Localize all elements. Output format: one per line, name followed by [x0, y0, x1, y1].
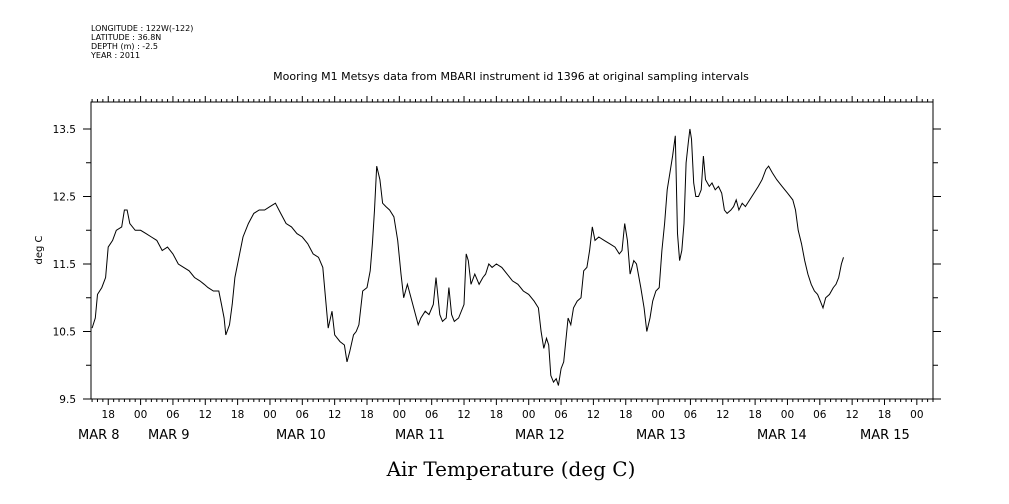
metadata-block: LONGITUDE : 122W(-122) LATITUDE : 36.8N …: [90, 24, 193, 60]
x-axis-labels: 18 00 06 12 18 00 06 12 18 00 06 12 18 00 06 12 18 00 06 12…: [78, 409, 924, 443]
x-day-label: MAR 15: [860, 428, 910, 443]
x-tick-label: 12: [716, 409, 729, 421]
x-tick-label: 00: [522, 409, 535, 421]
x-tick-label: 12: [457, 409, 470, 421]
x-tick-label: 00: [781, 409, 794, 421]
x-day-label: MAR 11: [395, 428, 445, 443]
meta-longitude: LONGITUDE : 122W(-122): [91, 24, 193, 33]
x-tick-label: 00: [910, 409, 923, 421]
x-day-label: MAR 13: [636, 428, 686, 443]
x-tick-label: 12: [845, 409, 858, 421]
x-tick-label: 00: [393, 409, 406, 421]
meta-year: YEAR : 2011: [90, 51, 140, 60]
y-tick-label: 9.5: [59, 394, 76, 406]
x-day-label: MAR 12: [515, 428, 565, 443]
x-day-label: MAR 10: [276, 428, 326, 443]
x-day-label: MAR 14: [757, 428, 807, 443]
x-tick-label: 18: [490, 409, 503, 421]
x-axis-title: Air Temperature (deg C): [386, 457, 636, 481]
x-tick-label: 18: [748, 409, 761, 421]
x-tick-label: 18: [231, 409, 244, 421]
x-tick-label: 00: [263, 409, 276, 421]
axis-ticks: [83, 96, 941, 405]
meta-latitude: LATITUDE : 36.8N: [91, 33, 161, 42]
y-axis-title: deg C: [34, 235, 45, 264]
y-tick-label: 10.5: [53, 327, 76, 339]
x-tick-label: 06: [425, 409, 439, 421]
x-tick-label: 18: [619, 409, 632, 421]
x-tick-label: 06: [296, 409, 310, 421]
air-temperature-line: [91, 128, 844, 386]
x-tick-label: 18: [360, 409, 373, 421]
x-day-label: MAR 9: [148, 428, 190, 443]
plot-frame: [90, 101, 934, 400]
x-day-label: MAR 8: [78, 428, 120, 443]
x-tick-label: 00: [134, 409, 147, 421]
chart-title: Mooring M1 Metsys data from MBARI instru…: [273, 70, 749, 83]
y-tick-label: 11.5: [53, 259, 76, 271]
x-tick-label: 12: [328, 409, 341, 421]
meta-depth: DEPTH (m) : -2.5: [91, 42, 158, 51]
x-tick-label: 18: [102, 409, 115, 421]
x-tick-label: 06: [166, 409, 180, 421]
y-tick-label: 13.5: [53, 124, 76, 136]
x-tick-label: 18: [878, 409, 891, 421]
x-tick-label: 06: [813, 409, 827, 421]
x-tick-label: 12: [587, 409, 600, 421]
x-tick-label: 06: [684, 409, 698, 421]
x-tick-label: 06: [554, 409, 568, 421]
x-tick-label: 00: [651, 409, 664, 421]
y-tick-label: 12.5: [53, 192, 76, 204]
y-axis-labels: 9.5 10.5 11.5 12.5 13.5: [53, 124, 76, 406]
x-tick-label: 12: [199, 409, 212, 421]
